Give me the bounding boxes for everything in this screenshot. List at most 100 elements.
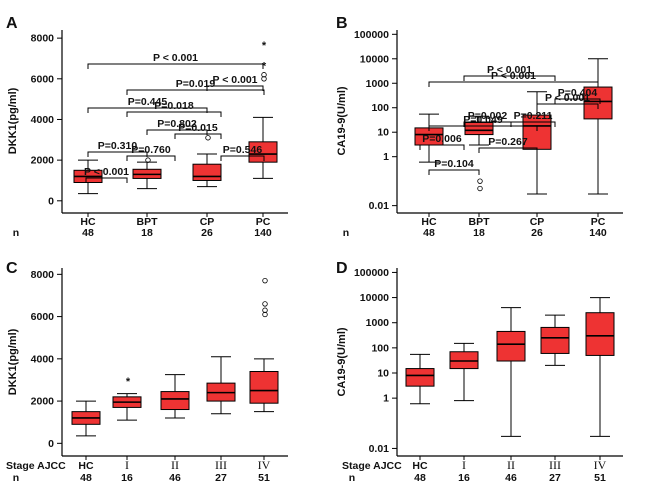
x-category-label: III xyxy=(215,458,227,472)
y-tick-label: 2000 xyxy=(31,155,55,167)
comparison-bracket: P < 0.001 xyxy=(536,92,599,109)
p-value-label: P=0.760 xyxy=(131,144,171,156)
x-category-label: I xyxy=(125,458,129,472)
y-tick-label: 100000 xyxy=(354,267,389,279)
y-tick-label: 0 xyxy=(48,195,54,207)
box-iqr xyxy=(249,371,279,404)
outlier-circle xyxy=(262,301,268,307)
bracket-line xyxy=(126,89,265,95)
comparison-bracket: P < 0.001 xyxy=(87,52,264,69)
comparison-bracket: P < 0.001 xyxy=(463,64,556,81)
outlier-circle xyxy=(145,157,151,163)
n-value: 16 xyxy=(121,472,133,484)
bracket-line xyxy=(478,147,538,153)
box-iqr xyxy=(540,326,570,354)
p-value-label: P=0.267 xyxy=(488,136,528,148)
x-category-label: PC xyxy=(591,216,606,228)
y-tick-label: 1 xyxy=(383,151,389,163)
comparison-bracket: P=0.015 xyxy=(174,122,222,139)
y-tick-label: 100 xyxy=(371,342,389,354)
x-category-label: I xyxy=(462,458,466,472)
comparison-bracket: P=0.546 xyxy=(220,144,265,161)
y-tick-label: 8000 xyxy=(31,33,55,45)
n-label: n xyxy=(343,227,349,239)
y-tick-label: 1 xyxy=(383,393,389,405)
box-pc xyxy=(583,58,613,195)
p-value-label: P < 0.001 xyxy=(212,74,257,86)
y-tick-label: 2000 xyxy=(31,396,55,408)
comparison-bracket: P=0.760 xyxy=(126,144,176,161)
n-value: 27 xyxy=(549,472,561,484)
bracket-line xyxy=(554,98,601,104)
x-category-label: PC xyxy=(256,216,271,228)
comparison-bracket: P=0.267 xyxy=(478,136,538,153)
comparison-bracket: P=0.019 xyxy=(126,78,265,95)
p-value-label: P=0.018 xyxy=(154,100,194,112)
x-category-label: III xyxy=(549,458,561,472)
x-category-label: CP xyxy=(200,216,215,228)
comparison-bracket: P=0.049 xyxy=(428,114,538,131)
box-iqr xyxy=(496,330,526,362)
x-category-label: IV xyxy=(594,458,607,472)
box-hc xyxy=(405,353,435,405)
box-iqr xyxy=(583,86,613,120)
bracket-line xyxy=(428,125,538,131)
box-iqr xyxy=(585,312,615,356)
bracket-line xyxy=(87,63,264,69)
box-ii xyxy=(160,374,190,419)
x-category-label: BPT xyxy=(469,216,491,228)
outlier-star: * xyxy=(262,40,267,52)
p-value-label: P=0.211 xyxy=(514,110,553,122)
n-value: 48 xyxy=(82,227,94,239)
comparison-bracket: P=0.006 xyxy=(419,133,465,150)
n-value: 26 xyxy=(531,227,543,239)
box-iv xyxy=(585,297,615,437)
outlier-circle xyxy=(261,76,267,82)
box-iqr xyxy=(160,391,190,411)
y-tick-label: 0.01 xyxy=(369,200,390,212)
p-value-label: P=0.310 xyxy=(98,140,138,152)
p-value-label: P=0.002 xyxy=(468,110,508,122)
stage-ajcc-label: Stage AJCC xyxy=(342,460,402,472)
outlier-circle xyxy=(261,72,267,78)
box-cp xyxy=(522,91,552,195)
n-value: 48 xyxy=(80,472,92,484)
comparison-bracket: P=0.310 xyxy=(87,140,148,157)
p-value-label: P=0.015 xyxy=(178,122,218,134)
n-label: n xyxy=(13,472,19,484)
bracket-line xyxy=(174,133,222,139)
n-label: n xyxy=(13,227,19,239)
p-value-label: P=0.019 xyxy=(176,78,216,90)
outlier-star: * xyxy=(262,61,267,73)
p-value-label: P < 0.001 xyxy=(545,92,590,104)
y-tick-label: 10 xyxy=(377,127,389,139)
x-category-label: HC xyxy=(412,460,428,472)
bracket-line xyxy=(419,144,465,150)
bracket-line xyxy=(85,177,128,183)
x-category-label: II xyxy=(171,458,179,472)
box-iqr xyxy=(248,141,278,163)
n-value: 27 xyxy=(215,472,227,484)
comparison-bracket: P=0.445 xyxy=(87,96,208,113)
y-tick-label: 100000 xyxy=(354,29,389,41)
stage-ajcc-label: Stage AJCC xyxy=(6,460,66,472)
bracket-line xyxy=(220,155,265,161)
y-tick-label: 100 xyxy=(371,102,389,114)
p-value-label: P=0.802 xyxy=(157,118,197,130)
y-tick-label: 10 xyxy=(377,368,389,380)
y-tick-label: 8000 xyxy=(31,269,55,281)
n-value: 140 xyxy=(254,227,272,239)
n-value: 18 xyxy=(473,227,485,239)
box-bpt xyxy=(464,115,494,192)
p-value-label: P < 0.001 xyxy=(84,166,129,178)
y-tick-label: 0.01 xyxy=(369,443,390,455)
n-value: 48 xyxy=(423,227,435,239)
x-category-label: IV xyxy=(258,458,271,472)
bracket-line xyxy=(126,111,222,117)
n-value: 16 xyxy=(458,472,470,484)
p-value-label: P=0.049 xyxy=(463,114,503,126)
outlier-circle xyxy=(477,185,483,192)
